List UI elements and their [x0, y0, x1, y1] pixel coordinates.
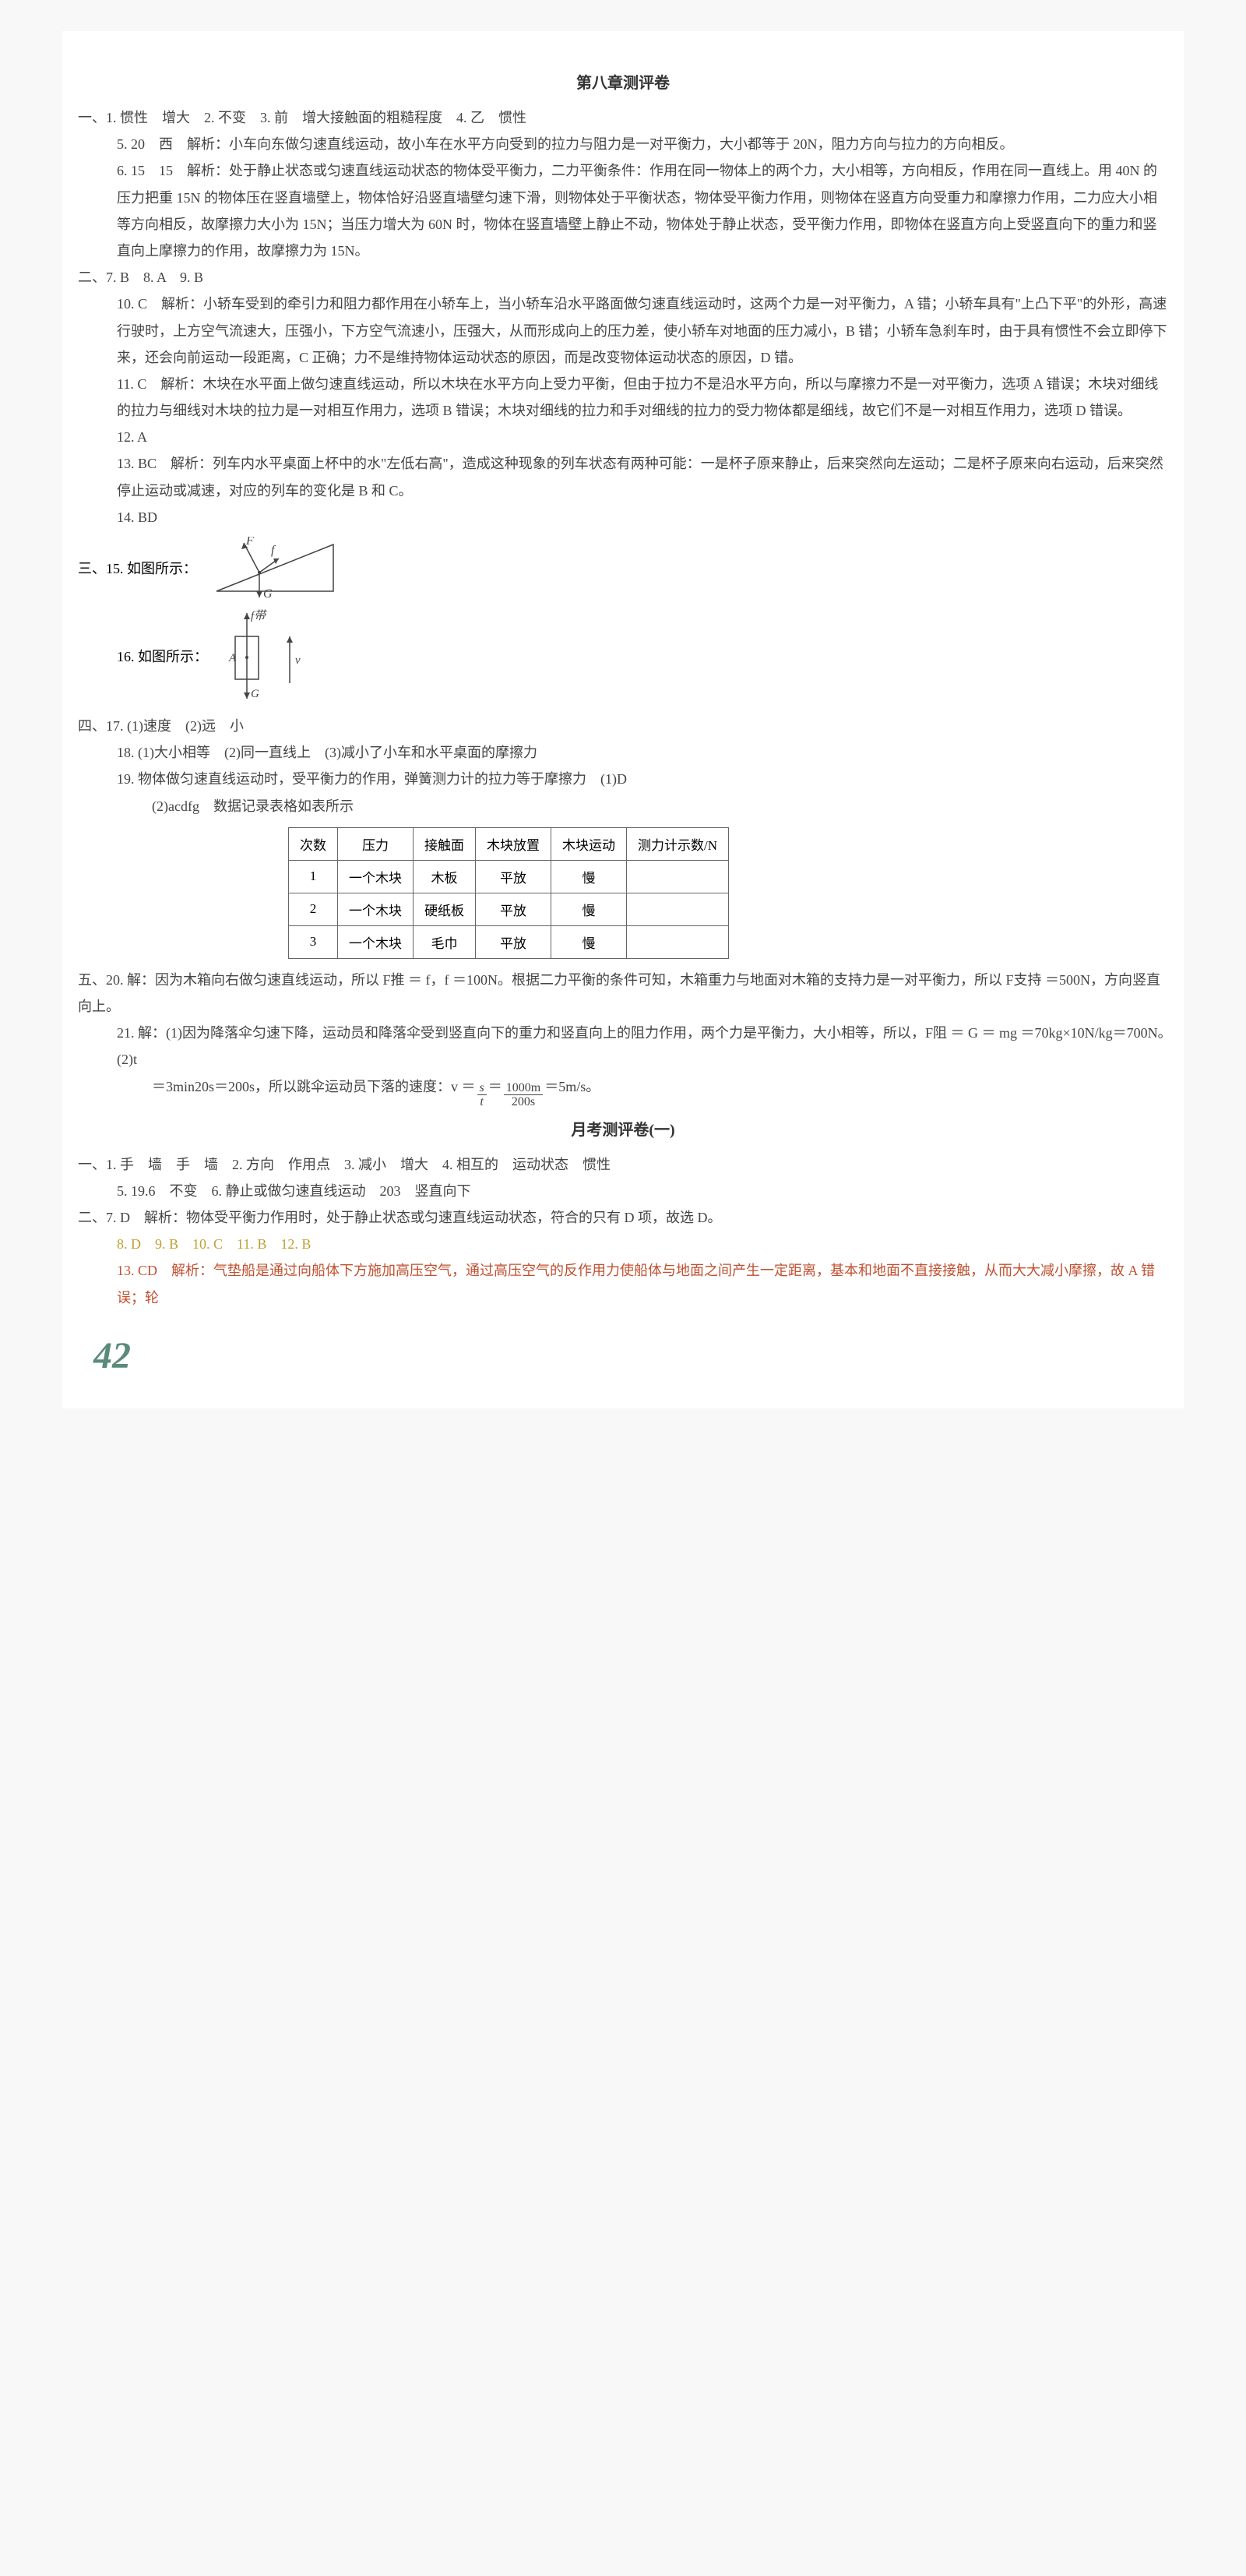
cell: 平放 [476, 860, 551, 893]
q21b-text: ＝3min20s＝200s，所以跳伞运动员下落的速度：v ＝ [152, 1073, 476, 1100]
frac1-den: t [477, 1095, 487, 1109]
q7-line: 二、7. B 8. A 9. B [78, 264, 1168, 291]
th-6: 测力计示数/N [627, 827, 729, 860]
f-label-15: F [245, 537, 254, 548]
th-3: 接触面 [414, 827, 476, 860]
q13-text: 13. BC 解析：列车内水平桌面上杯中的水"左低右高"，造成这种现象的列车状态… [117, 450, 1168, 503]
q14-text: 14. BD [117, 504, 157, 530]
flow-label-15: f [271, 544, 276, 557]
chapter8-title: 第八章测评卷 [78, 70, 1168, 93]
cell: 一个木块 [338, 925, 414, 958]
m-q13-line: 13. CD 解析：气垫船是通过向船体下方施加高压空气，通过高压空气的反作用力使… [78, 1257, 1168, 1310]
cell: 2 [289, 893, 338, 925]
q10-line: 10. C 解析：小轿车受到的牵引力和阻力都作用在小轿车上，当小轿车沿水平路面做… [78, 291, 1168, 371]
m-q5-text: 5. 19.6 不变 6. 静止或做匀速直线运动 203 竖直向下 [117, 1178, 471, 1204]
q10-text: 10. C 解析：小轿车受到的牵引力和阻力都作用在小轿车上，当小轿车沿水平路面做… [117, 291, 1168, 371]
q11-line: 11. C 解析：木块在水平面上做匀速直线运动，所以木块在水平方向上受力平衡，但… [78, 371, 1168, 424]
q19a-line: 19. 物体做匀速直线运动时，受平衡力的作用，弹簧测力计的拉力等于摩擦力 (1)… [78, 766, 1168, 792]
q21-mid: ＝ [488, 1073, 502, 1100]
m-q13-text: 13. CD 解析：气垫船是通过向船体下方施加高压空气，通过高压空气的反作用力使… [117, 1257, 1168, 1310]
q20-line: 五、20. 解：因为木箱向右做匀速直线运动，所以 F推 ＝ f，f ＝100N。… [78, 967, 1168, 1020]
cell: 木板 [414, 860, 476, 893]
q12-text: 12. A [117, 424, 147, 450]
q18-line: 18. (1)大小相等 (2)同一直线上 (3)减小了小车和水平桌面的摩擦力 [78, 739, 1168, 766]
cell: 1 [289, 860, 338, 893]
th-5: 木块运动 [551, 827, 627, 860]
q1-line: 一、1. 惯性 增大 2. 不变 3. 前 增大接触面的粗糙程度 4. 乙 惯性 [78, 104, 1168, 131]
table-row: 1 一个木块 木板 平放 慢 [289, 860, 729, 893]
q17-line: 四、17. (1)速度 (2)远 小 [78, 713, 1168, 739]
q15-row: 三、15. 如图所示： F f G [78, 537, 1168, 599]
q6-text: 6. 15 15 解析：处于静止状态或匀速直线运动状态的物体受平衡力，二力平衡条… [117, 157, 1168, 264]
diagram-16: A f带 G v [220, 605, 321, 707]
q21a-line: 21. 解：(1)因为降落伞匀速下降，运动员和降落伞受到竖直向下的重力和竖直向上… [78, 1020, 1168, 1073]
frac2-num: 1000m [504, 1081, 543, 1096]
q13-line: 13. BC 解析：列车内水平桌面上杯中的水"左低右高"，造成这种现象的列车状态… [78, 450, 1168, 503]
q17-text: 四、17. (1)速度 (2)远 小 [78, 713, 244, 739]
m-q7-line: 二、7. D 解析：物体受平衡力作用时，处于静止状态或匀速直线运动状态，符合的只… [78, 1204, 1168, 1231]
a-label-16: A [228, 652, 237, 664]
th-2: 压力 [338, 827, 414, 860]
m-q1-line: 一、1. 手 墙 手 墙 2. 方向 作用点 3. 减小 增大 4. 相互的 运… [78, 1151, 1168, 1178]
q1-text: 一、1. 惯性 增大 2. 不变 3. 前 增大接触面的粗糙程度 4. 乙 惯性 [78, 104, 526, 131]
cell [627, 925, 729, 958]
v-label-16: v [295, 654, 301, 667]
cell: 一个木块 [338, 860, 414, 893]
frac1-num: s [477, 1081, 487, 1096]
monthly-title: 月考测评卷(一) [78, 1117, 1168, 1140]
q19b-line: (2)acdfg 数据记录表格如表所示 [78, 793, 1168, 819]
q16-label: 16. 如图所示： [117, 646, 208, 666]
m-q7-text: 二、7. D 解析：物体受平衡力作用时，处于静止状态或匀速直线运动状态，符合的只… [78, 1204, 722, 1231]
q19a-text: 19. 物体做匀速直线运动时，受平衡力的作用，弹簧测力计的拉力等于摩擦力 (1)… [117, 766, 627, 792]
q18-text: 18. (1)大小相等 (2)同一直线上 (3)减小了小车和水平桌面的摩擦力 [117, 739, 537, 766]
q7-text: 二、7. B 8. A 9. B [78, 264, 203, 291]
q12-line: 12. A [78, 424, 1168, 450]
q21a-text: 21. 解：(1)因为降落伞匀速下降，运动员和降落伞受到竖直向下的重力和竖直向上… [117, 1020, 1168, 1073]
cell: 硬纸板 [414, 893, 476, 925]
frac2-den: 200s [504, 1095, 543, 1109]
f-label-16: f带 [251, 609, 267, 622]
cell [627, 893, 729, 925]
q5-text: 5. 20 西 解析：小车向东做匀速直线运动，故小车在水平方向受到的拉力与阻力是… [117, 131, 1014, 157]
cell: 慢 [551, 925, 627, 958]
page-number: 42 [78, 1334, 1168, 1377]
table-row: 3 一个木块 毛巾 平放 慢 [289, 925, 729, 958]
cell: 慢 [551, 860, 627, 893]
g-label-15: G [263, 587, 273, 599]
table-row: 2 一个木块 硬纸板 平放 慢 [289, 893, 729, 925]
m-q5-line: 5. 19.6 不变 6. 静止或做匀速直线运动 203 竖直向下 [78, 1178, 1168, 1204]
q16-row: 16. 如图所示： A f带 G v [78, 605, 1168, 707]
q15-label: 三、15. 如图所示： [78, 558, 197, 578]
q5-line: 5. 20 西 解析：小车向东做匀速直线运动，故小车在水平方向受到的拉力与阻力是… [78, 131, 1168, 157]
cell: 平放 [476, 893, 551, 925]
g-label-16: G [251, 688, 259, 700]
cell: 一个木块 [338, 893, 414, 925]
cell: 毛巾 [414, 925, 476, 958]
diagram-15: F f G [209, 537, 341, 599]
th-4: 木块放置 [476, 827, 551, 860]
cell: 平放 [476, 925, 551, 958]
q19b-text: (2)acdfg 数据记录表格如表所示 [152, 793, 354, 819]
m-q8-text: 8. D 9. B 10. C 11. B 12. B [117, 1231, 311, 1257]
q21-end: ＝5m/s。 [544, 1073, 600, 1100]
cell: 3 [289, 925, 338, 958]
fraction-2: 1000m 200s [504, 1081, 543, 1109]
page-content: 第八章测评卷 一、1. 惯性 增大 2. 不变 3. 前 增大接触面的粗糙程度 … [62, 31, 1184, 1408]
experiment-table: 次数 压力 接触面 木块放置 木块运动 测力计示数/N 1 一个木块 木板 平放… [288, 827, 729, 959]
table-header-row: 次数 压力 接触面 木块放置 木块运动 测力计示数/N [289, 827, 729, 860]
th-1: 次数 [289, 827, 338, 860]
q21b-line: ＝3min20s＝200s，所以跳伞运动员下落的速度：v ＝ s t ＝ 100… [78, 1073, 1168, 1109]
fraction-1: s t [477, 1081, 487, 1109]
q20-text: 五、20. 解：因为木箱向右做匀速直线运动，所以 F推 ＝ f，f ＝100N。… [78, 967, 1168, 1020]
q14-line: 14. BD [78, 504, 1168, 530]
m-q1-text: 一、1. 手 墙 手 墙 2. 方向 作用点 3. 减小 增大 4. 相互的 运… [78, 1151, 611, 1178]
m-q8-line: 8. D 9. B 10. C 11. B 12. B [78, 1231, 1168, 1257]
q11-text: 11. C 解析：木块在水平面上做匀速直线运动，所以木块在水平方向上受力平衡，但… [117, 371, 1168, 424]
cell: 慢 [551, 893, 627, 925]
cell [627, 860, 729, 893]
q6-line: 6. 15 15 解析：处于静止状态或匀速直线运动状态的物体受平衡力，二力平衡条… [78, 157, 1168, 264]
